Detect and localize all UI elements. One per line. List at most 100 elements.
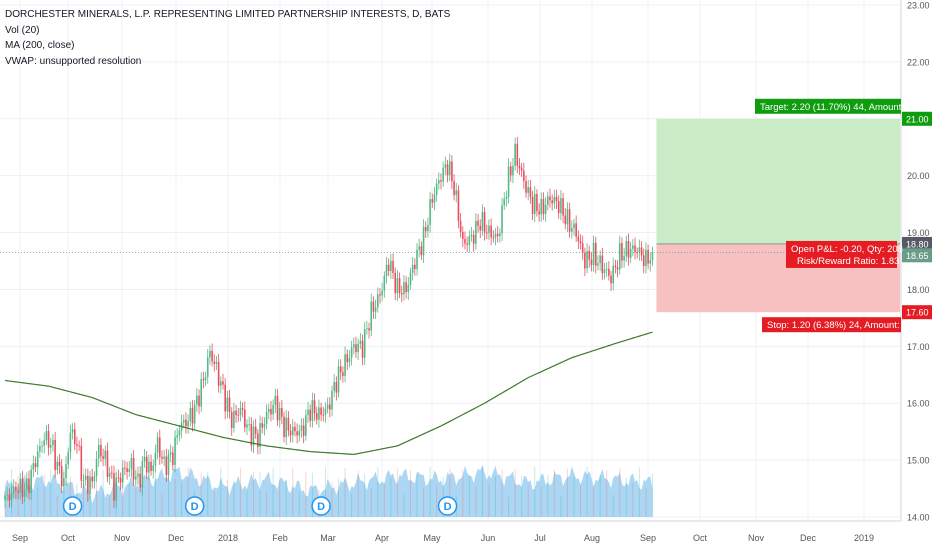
price-tick-label: 17.00 — [907, 342, 930, 352]
candle-body — [111, 472, 113, 474]
volume-bar — [82, 467, 84, 517]
candle-body — [291, 426, 294, 436]
candle-body — [361, 340, 364, 358]
candle-body — [446, 164, 449, 176]
candle-body — [614, 265, 617, 268]
candle-body — [202, 379, 205, 381]
candle-body — [154, 452, 157, 466]
volume-bar — [632, 482, 634, 517]
candle-body — [10, 492, 13, 501]
candle-body — [106, 450, 109, 477]
entry-price-badge: 18.80 — [906, 239, 929, 249]
volume-bar — [580, 484, 582, 517]
candle-body — [592, 242, 595, 265]
time-axis[interactable]: Sep Oct Nov Dec 2018 Feb Mar Apr May Jun Jul Aug Sep… — [0, 520, 901, 543]
volume-bar — [233, 480, 235, 517]
candle-body — [102, 456, 104, 459]
candle-body — [429, 199, 431, 225]
volume-bar — [220, 467, 222, 517]
candle-body — [56, 461, 59, 470]
time-tick-label: Aug — [584, 533, 600, 543]
volume-bar — [423, 487, 425, 517]
ma-indicator-label[interactable]: MA (200, close) — [5, 40, 75, 51]
candle-body — [228, 397, 231, 413]
candle-body — [45, 431, 48, 441]
volume-bar — [370, 488, 372, 517]
candle-body — [344, 354, 346, 376]
volume-bar — [495, 476, 496, 517]
candle-body — [444, 164, 447, 168]
volume-bar — [599, 474, 601, 517]
symbol-title[interactable]: DORCHESTER MINERALS, L.P. REPRESENTING L… — [5, 9, 451, 20]
volume-bar — [586, 467, 588, 517]
candle-body — [185, 419, 187, 427]
chart-legend: DORCHESTER MINERALS, L.P. REPRESENTING L… — [5, 7, 450, 69]
candle-body — [65, 464, 67, 478]
stop-price-badge-bg — [902, 305, 932, 320]
candle-body — [649, 260, 652, 264]
candle-body — [560, 198, 562, 214]
time-tick-label: Dec — [168, 533, 185, 543]
time-tick-label: 2019 — [854, 533, 874, 543]
target-label-bg — [755, 98, 901, 114]
volume-bar — [645, 488, 647, 517]
volume-bar — [527, 485, 529, 517]
vwap-indicator-label[interactable]: VWAP: unsupported resolution — [5, 55, 142, 67]
candle-body — [95, 458, 98, 477]
target-label: Target: 2.20 (11.70%) 44, Amount: 145 — [760, 102, 922, 113]
candle-body — [492, 237, 495, 239]
time-tick-label: Jul — [534, 533, 546, 543]
ma-200-path — [4, 331, 653, 456]
candle-body — [8, 494, 11, 501]
candle-body — [586, 251, 588, 269]
candle-body — [126, 468, 128, 472]
candle-body — [481, 212, 484, 231]
candle-body — [590, 259, 593, 265]
candle-body — [270, 408, 272, 415]
candle-body — [93, 476, 96, 482]
candle-body — [462, 232, 464, 239]
candle-body — [379, 294, 381, 296]
candle-body — [257, 433, 259, 447]
candle-body — [141, 461, 144, 488]
volume-bar — [638, 467, 640, 517]
candle-body — [113, 473, 115, 501]
volume-bar — [612, 494, 614, 517]
candle-body — [608, 268, 610, 276]
candle-body — [117, 477, 120, 479]
candle-body — [647, 249, 649, 264]
volume-area-path — [5, 464, 653, 517]
volume-bar — [540, 486, 542, 517]
candle-body — [339, 366, 342, 373]
price-tick-label: 23.00 — [907, 1, 930, 11]
candle-body — [459, 220, 462, 233]
candle-body — [263, 424, 266, 428]
candle-body — [584, 252, 586, 269]
candle-body — [597, 263, 599, 266]
candle-body — [60, 466, 63, 487]
price-tick-label: 16.00 — [907, 399, 930, 409]
candle-body — [204, 376, 207, 381]
candle-body — [196, 395, 198, 405]
volume-bar — [63, 468, 65, 517]
candle-body — [315, 413, 318, 420]
candle-body — [357, 343, 359, 353]
volume-bar — [311, 472, 313, 517]
candle-body — [158, 437, 161, 457]
volume-bar — [285, 479, 287, 517]
candle-body — [176, 435, 179, 438]
candle-body — [244, 409, 246, 428]
candle-body — [235, 410, 237, 416]
candle-body — [87, 475, 89, 494]
volume-bar — [521, 475, 523, 517]
candle-body — [518, 165, 521, 169]
candle-body — [217, 361, 220, 386]
candle-body — [82, 479, 85, 481]
volume-indicator-label[interactable]: Vol (20) — [5, 24, 40, 36]
candle-body — [372, 301, 375, 312]
candle-body — [135, 476, 137, 480]
earnings-marker-label: D — [317, 501, 325, 513]
candle-body — [289, 430, 292, 436]
